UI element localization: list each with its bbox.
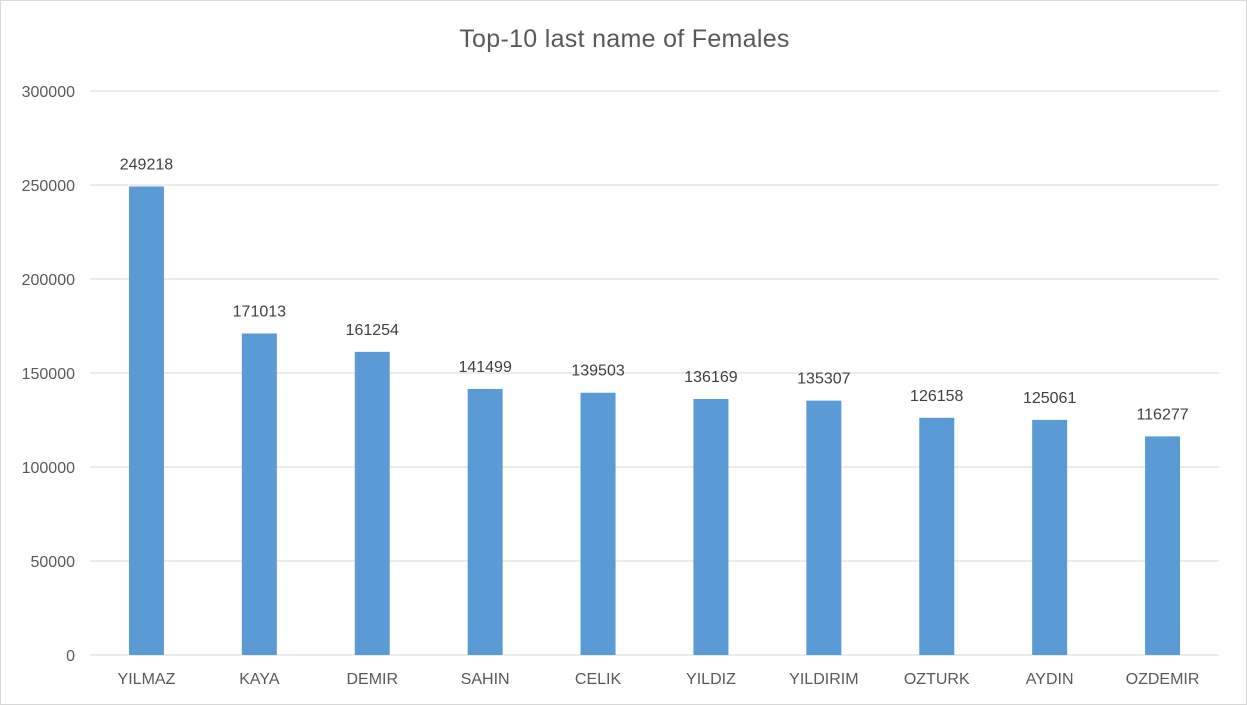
x-tick-label: CELIK [575, 671, 622, 688]
data-label: 125061 [1023, 390, 1076, 407]
x-tick-label: YILDIZ [686, 671, 736, 688]
y-tick-label: 0 [66, 648, 75, 665]
x-tick-label: SAHIN [461, 671, 510, 688]
bar-demir [354, 351, 390, 655]
y-tick-label: 50000 [31, 554, 76, 571]
data-label: 141499 [458, 359, 511, 376]
y-tick-label: 150000 [22, 366, 75, 383]
y-tick-label: 100000 [22, 460, 75, 477]
x-tick-label: DEMIR [346, 671, 398, 688]
data-label: 139503 [571, 363, 624, 380]
data-label: 135307 [797, 371, 850, 388]
data-label: 161254 [346, 322, 399, 339]
y-tick-label: 250000 [22, 178, 75, 195]
x-tick-label: OZTURK [904, 671, 970, 688]
bar-sahin [467, 388, 503, 655]
bar-ozdemir [1145, 436, 1181, 655]
y-tick-label: 300000 [22, 84, 75, 101]
bar-kaya [241, 333, 277, 655]
x-tick-label: KAYA [239, 671, 280, 688]
data-label: 126158 [910, 388, 963, 405]
x-tick-label: AYDIN [1026, 671, 1074, 688]
bar-aydin [1032, 419, 1068, 655]
bar-yildiz [693, 399, 729, 655]
data-label: 136169 [684, 369, 737, 386]
y-tick-label: 200000 [22, 272, 75, 289]
x-tick-label: OZDEMIR [1126, 671, 1200, 688]
bar-yilmaz [128, 186, 164, 655]
bar-ozturk [919, 417, 955, 655]
x-tick-label: YILMAZ [118, 671, 176, 688]
chart-title: Top-10 last name of Females [459, 25, 790, 53]
data-label: 116277 [1136, 406, 1188, 423]
data-label: 171013 [233, 303, 286, 320]
bar-celik [580, 392, 616, 655]
bar-yildirim [806, 400, 842, 655]
data-label: 249218 [120, 156, 173, 173]
x-tick-label: YILDIRIM [789, 671, 858, 688]
